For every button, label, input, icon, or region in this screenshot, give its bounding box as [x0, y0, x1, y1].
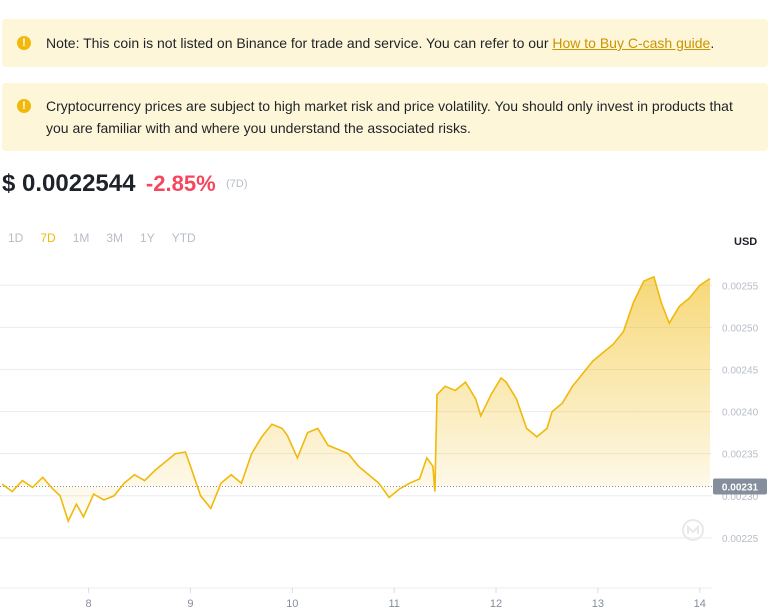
price-area: [2, 276, 710, 522]
y-tick-label: 0.00225: [722, 534, 759, 545]
warning-icon: !: [17, 99, 31, 113]
how-to-buy-guide-link[interactable]: How to Buy C-cash guide: [552, 35, 711, 51]
time-range-selector: 1D 7D 1M 3M 1Y YTD: [8, 231, 213, 245]
listing-notice: ! Note: This coin is not listed on Binan…: [2, 19, 768, 67]
x-tick-label: 13: [592, 598, 604, 610]
range-tab-1d[interactable]: 1D: [8, 231, 24, 245]
price-line: [1, 275, 711, 524]
price-change: -2.85%: [145, 171, 216, 196]
listing-notice-text: Note: This coin is not listed on Binance…: [46, 35, 553, 51]
reference-badge-label: 0.00231: [722, 483, 759, 494]
listing-notice-suffix: .: [710, 35, 715, 51]
risk-notice-text: Cryptocurrency prices are subject to hig…: [46, 98, 733, 136]
change-period: (7D): [226, 178, 248, 190]
x-tick-label: 14: [694, 598, 706, 610]
risk-notice: ! Cryptocurrency prices are subject to h…: [2, 83, 768, 151]
range-tab-ytd[interactable]: YTD: [171, 231, 196, 245]
price-summary: $ 0.0022544 -2.85% (7D): [2, 170, 247, 202]
currency-label: USD: [734, 236, 758, 248]
current-price: $ 0.0022544: [2, 170, 136, 197]
y-tick-label: 0.00230: [722, 492, 759, 503]
reference-badge: [713, 478, 767, 495]
range-tab-3m[interactable]: 3M: [106, 231, 124, 245]
price-chart: 0.00225 0.00230 0.00235 0.00240 0.00245 0.002…: [0, 275, 767, 610]
y-tick-label: 0.00240: [722, 408, 759, 419]
x-tick-label: 10: [286, 598, 298, 610]
range-tab-1m[interactable]: 1M: [72, 231, 90, 245]
x-tick-label: 9: [187, 598, 193, 610]
warning-icon: !: [17, 36, 31, 50]
y-tick-label: 0.00235: [722, 450, 759, 461]
x-tick-label: 12: [490, 598, 502, 610]
y-tick-label: 0.00250: [722, 323, 759, 334]
range-tab-1y[interactable]: 1Y: [140, 231, 155, 245]
y-tick-label: 0.00255: [722, 281, 759, 292]
y-tick-label: 0.00245: [722, 365, 759, 376]
watermark-logo: [682, 519, 704, 541]
x-tick-label: 8: [86, 598, 92, 610]
range-tab-7d[interactable]: 7D: [40, 231, 56, 245]
x-tick-label: 11: [388, 598, 399, 610]
